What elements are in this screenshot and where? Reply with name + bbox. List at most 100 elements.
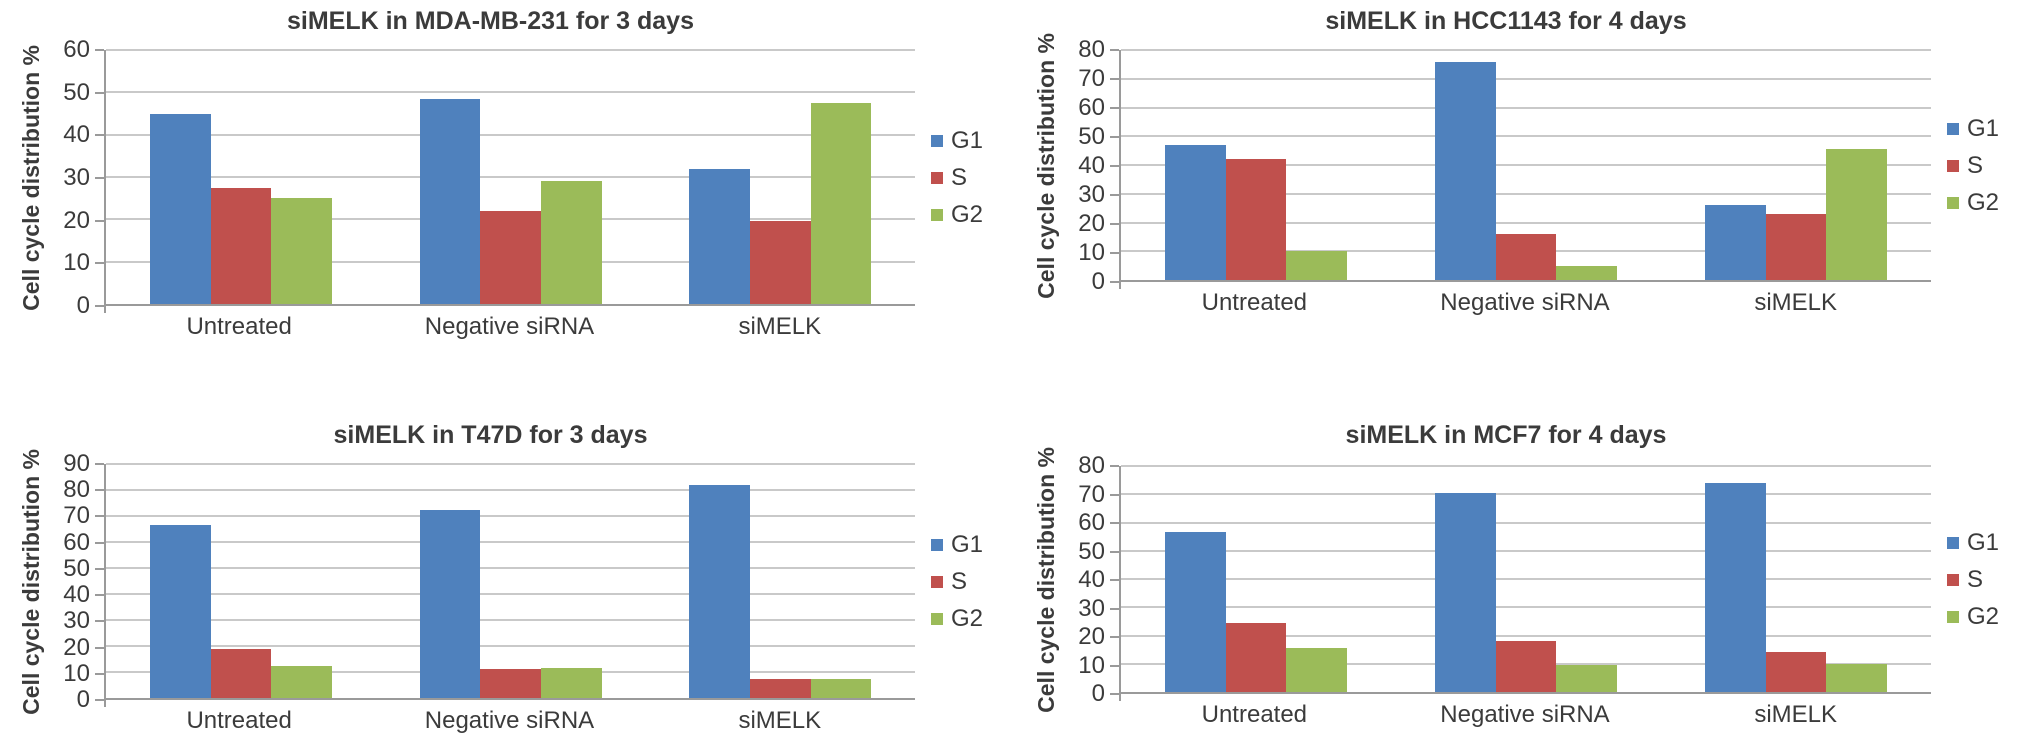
y-tick-70: 70 — [1078, 482, 1119, 507]
y-tick-label: 40 — [1078, 152, 1105, 179]
gridline — [1121, 106, 1931, 109]
bar-s-negative-sirna — [1495, 641, 1557, 692]
x-axis-labels: Untreated Negative siRNA siMELK — [104, 306, 915, 341]
y-tick-mark — [95, 672, 104, 675]
y-tick-80: 80 — [1078, 454, 1119, 478]
legend-label: G2 — [1967, 603, 2000, 630]
bar-g1-untreated — [149, 113, 211, 304]
bar-g2-simelk — [1826, 149, 1888, 280]
chart-mda-mb-231: siMELK in MDA-MB-231 for 3 days Cell cyc… — [0, 0, 1015, 376]
bar-groups — [1121, 50, 1931, 280]
y-axis-title-column: Cell cycle distribution % — [10, 30, 52, 326]
y-tick-60: 60 — [63, 38, 104, 62]
y-tick-mark — [95, 49, 104, 51]
y-tick-30: 30 — [63, 166, 104, 190]
y-tick-mark — [95, 134, 104, 137]
legend-item-g1: G1 — [931, 129, 983, 153]
x-category-label-negative-sirna: Negative siRNA — [1440, 701, 1610, 728]
y-tick-label: 0 — [1091, 268, 1105, 295]
y-tick-40: 40 — [63, 123, 104, 147]
bar-g2-untreated — [271, 198, 332, 304]
y-tick-mark — [95, 305, 104, 307]
y-tick-mark — [1110, 136, 1119, 138]
y-tick-label: 70 — [1078, 65, 1105, 92]
legend-item-g2: G2 — [1947, 191, 1999, 215]
chart-title: siMELK in HCC1143 for 4 days — [1325, 7, 1687, 35]
bar-s-simelk — [749, 221, 811, 304]
y-tick-50: 50 — [1078, 539, 1119, 564]
legend-item-g1: G1 — [1947, 117, 1999, 141]
y-tick-mark — [95, 541, 104, 544]
bar-s-untreated — [210, 648, 272, 698]
y-tick-mark — [95, 699, 104, 701]
bar-g2-untreated — [271, 665, 332, 698]
legend: G1 S G2 — [915, 129, 983, 227]
y-tick-50: 50 — [63, 556, 104, 581]
y-axis-title: Cell cycle distribution % — [17, 45, 44, 311]
chart-title: siMELK in T47D for 3 days — [333, 421, 648, 449]
chart-t47d: siMELK in T47D for 3 days Cell cycle dis… — [0, 376, 1015, 752]
gridline — [1121, 49, 1931, 51]
gridline — [1121, 606, 1931, 609]
y-tick-label: 10 — [63, 659, 90, 687]
y-tick-40: 40 — [1078, 568, 1119, 592]
bar-groups — [106, 464, 915, 698]
gridline — [106, 49, 915, 51]
bar-g2-untreated — [1286, 251, 1348, 280]
y-tick-mark — [95, 219, 104, 222]
y-tick-mark — [1110, 607, 1119, 610]
legend-item-g2: G2 — [931, 203, 983, 227]
legend-swatch-icon — [931, 209, 943, 221]
y-tick-0: 0 — [77, 688, 104, 712]
y-tick-label: 40 — [63, 121, 90, 149]
gridline — [106, 593, 915, 595]
legend-label: G1 — [1967, 115, 2000, 142]
y-tick-mark — [95, 620, 104, 623]
bar-g1-simelk — [1704, 205, 1766, 280]
y-tick-mark — [1110, 693, 1119, 695]
legend-swatch-icon — [1947, 123, 1959, 135]
legend-label: S — [1967, 152, 1984, 179]
y-tick-90: 90 — [63, 452, 104, 476]
legend-swatch-icon — [931, 172, 943, 184]
legend-label: G1 — [951, 127, 984, 154]
y-axis-title: Cell cycle distribution % — [1032, 33, 1059, 299]
y-tick-mark — [95, 463, 104, 465]
bar-g2-untreated — [1286, 648, 1348, 692]
bar-g1-negative-sirna — [1434, 492, 1496, 692]
legend-swatch-icon — [931, 613, 943, 625]
bar-group-simelk — [1661, 50, 1931, 280]
y-axis-title-column: Cell cycle distribution % — [10, 444, 52, 720]
y-tick-mark — [95, 567, 104, 570]
y-axis-title-column: Cell cycle distribution % — [1025, 30, 1067, 302]
y-tick-mark — [1110, 49, 1119, 51]
y-tick-label: 10 — [63, 249, 90, 277]
gridline — [1121, 634, 1931, 637]
y-tick-mark — [1110, 636, 1119, 638]
y-tick-mark — [1110, 194, 1119, 196]
bar-group-negative-sirna — [1391, 50, 1661, 280]
x-category-label-untreated: Untreated — [1201, 289, 1308, 316]
bar-s-simelk — [1765, 213, 1827, 280]
y-tick-mark — [1110, 465, 1119, 467]
y-tick-mark — [1110, 550, 1119, 553]
plot-area — [104, 49, 915, 313]
bar-g2-negative-sirna — [1556, 265, 1618, 280]
y-axis-title: Cell cycle distribution % — [1032, 447, 1059, 713]
x-category-label-untreated: Untreated — [186, 707, 292, 734]
legend-label: G2 — [1967, 189, 2000, 216]
y-tick-label: 80 — [1078, 452, 1105, 479]
gridline — [1121, 192, 1931, 195]
bar-s-simelk — [1765, 652, 1827, 692]
y-tick-70: 70 — [1078, 67, 1119, 91]
legend-label: G1 — [951, 531, 984, 558]
bar-g2-simelk — [1826, 663, 1888, 692]
y-tick-label: 60 — [1078, 509, 1105, 536]
y-tick-70: 70 — [63, 504, 104, 528]
legend-swatch-icon — [931, 135, 943, 147]
bar-g1-negative-sirna — [1434, 61, 1496, 280]
bar-s-negative-sirna — [480, 669, 541, 698]
bar-group-simelk — [1661, 466, 1931, 692]
gridline — [106, 489, 915, 491]
bar-group-untreated — [1121, 50, 1391, 280]
